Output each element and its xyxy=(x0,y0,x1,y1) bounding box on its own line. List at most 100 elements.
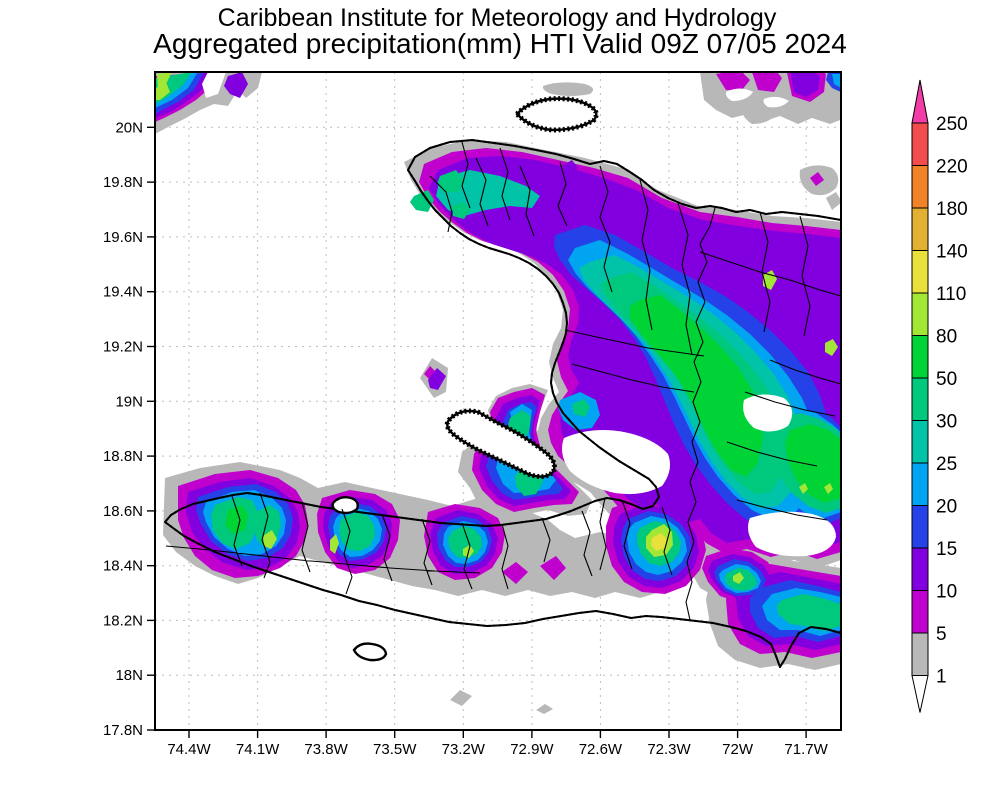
longitude-label: 72.9W xyxy=(510,741,554,758)
colorbar-level-label: 25 xyxy=(936,454,957,475)
tortuga-island-hatch xyxy=(513,96,599,133)
precip-blob-green50 xyxy=(225,505,248,534)
precip-blob-violet xyxy=(428,368,446,390)
colorbar-segment xyxy=(911,207,929,251)
longitude-label: 71.7W xyxy=(784,741,828,758)
colorbar-level-label: 20 xyxy=(936,497,957,518)
precip-blob-ygreen xyxy=(155,82,170,100)
dry-hole xyxy=(562,430,670,495)
precip-blob-magenta xyxy=(810,172,824,186)
precip-blob-green50 xyxy=(785,424,841,503)
colorbar-level-label: 110 xyxy=(936,284,966,305)
colorbar-level-label: 140 xyxy=(936,242,968,263)
institute-title: Caribbean Institute for Meteorology and … xyxy=(218,4,777,32)
latitude-label: 19.8N xyxy=(103,174,143,191)
longitude-labels: 74.4W 74.1W 73.8W 73.5W 73.2W 72.9W 72.6W 72.3W… xyxy=(167,741,828,758)
precip-blob-ygreen xyxy=(733,572,744,584)
ile-a-vache-island xyxy=(352,642,388,662)
colorbar-segment xyxy=(911,547,929,591)
precip-blob-gray xyxy=(536,704,553,714)
precip-blob-ygreen xyxy=(263,530,277,549)
coastlines xyxy=(165,96,841,667)
colorbar-segment xyxy=(911,505,929,549)
longitude-label: 72W xyxy=(722,741,754,758)
colorbar-segment xyxy=(911,122,929,166)
precip-blob-magenta xyxy=(424,366,436,380)
precip-blob-ygreen xyxy=(825,339,838,356)
colorbar-level-label: 1 xyxy=(936,667,947,688)
precip-blob-ygreen xyxy=(799,483,808,494)
precip-blob-violet xyxy=(562,160,578,176)
colorbar-segment xyxy=(911,590,929,634)
longitude-label: 72.6W xyxy=(579,741,623,758)
precip-blob-gray xyxy=(450,690,472,706)
precip-blob-green xyxy=(437,170,464,192)
precip-blob-violet xyxy=(224,72,248,98)
colorbar-level-label: 50 xyxy=(936,369,957,390)
precip-blob-green xyxy=(410,190,434,212)
longitude-label: 73.8W xyxy=(304,741,348,758)
precip-blob-yellow xyxy=(651,533,667,551)
colorbar-top-arrow xyxy=(911,79,929,124)
admin-boundaries xyxy=(165,141,841,621)
precip-blob-ygreen xyxy=(824,483,833,494)
longitude-label: 74.4W xyxy=(167,741,211,758)
colorbar-level-label: 30 xyxy=(936,412,957,433)
longitude-label: 73.5W xyxy=(373,741,417,758)
colorbar-level-label: 250 xyxy=(936,114,968,135)
dry-hole xyxy=(725,88,753,101)
precip-blob-gray xyxy=(826,192,841,210)
latitude-label: 19.2N xyxy=(103,339,143,356)
axis-ticks xyxy=(147,126,807,738)
latitude-label: 17.8N xyxy=(103,722,143,739)
precip-blob-green xyxy=(339,512,375,551)
cayemites-island xyxy=(331,495,359,515)
precip-blob-green xyxy=(572,399,590,417)
latitude-label: 20N xyxy=(115,119,143,136)
dry-hole xyxy=(748,511,836,557)
colorbar-level-label: 80 xyxy=(936,327,957,348)
colorbar-segment xyxy=(911,250,929,294)
colorbar-segment xyxy=(911,632,929,676)
colorbar-segment xyxy=(911,165,929,209)
map-plot-area xyxy=(155,72,841,730)
precip-blob-magenta xyxy=(752,72,782,92)
product-title: Aggregated precipitation(mm) HTI Valid 0… xyxy=(153,28,847,59)
precipitation-layers xyxy=(155,72,841,714)
latitude-label: 19.6N xyxy=(103,229,143,246)
latitude-label: 18.2N xyxy=(103,612,143,629)
longitude-label: 74.1W xyxy=(236,741,280,758)
precip-blob-gray xyxy=(542,82,594,96)
precip-blob-ygreen xyxy=(763,270,777,290)
latitude-label: 18.6N xyxy=(103,503,143,520)
colorbar-level-label: 10 xyxy=(936,582,957,603)
colorbar-segment xyxy=(911,377,929,421)
dry-hole xyxy=(763,96,789,108)
dry-hole xyxy=(202,72,226,98)
precip-blob-green xyxy=(777,594,841,631)
latitude-label: 19.4N xyxy=(103,284,143,301)
colorbar-segment xyxy=(911,335,929,379)
precip-blob-ygreen xyxy=(330,534,339,554)
precip-blob-gray xyxy=(741,103,778,124)
precip-blob-magenta xyxy=(716,72,750,90)
latitude-label: 18N xyxy=(115,667,143,684)
colorbar-level-label: 220 xyxy=(936,157,968,178)
precip-blob-magenta xyxy=(540,556,566,580)
colorbar-segment xyxy=(911,462,929,506)
latitude-labels: 20N 19.8N 19.6N 19.4N 19.2N 19N 18.8N 18.6N 18.4… xyxy=(103,119,143,739)
precip-blob-green xyxy=(452,202,470,219)
precip-blob-green50 xyxy=(630,295,763,477)
latitude-label: 18.8N xyxy=(103,448,143,465)
longitude-label: 73.2W xyxy=(442,741,486,758)
gonave-island-hatch xyxy=(444,408,557,480)
longitude-label: 72.3W xyxy=(647,741,691,758)
precip-blob-green xyxy=(448,526,482,558)
precip-blob-violet xyxy=(790,72,820,97)
latitude-label: 19N xyxy=(115,393,143,410)
colorbar-level-label: 180 xyxy=(936,199,968,220)
precip-blob-magenta xyxy=(502,562,528,584)
